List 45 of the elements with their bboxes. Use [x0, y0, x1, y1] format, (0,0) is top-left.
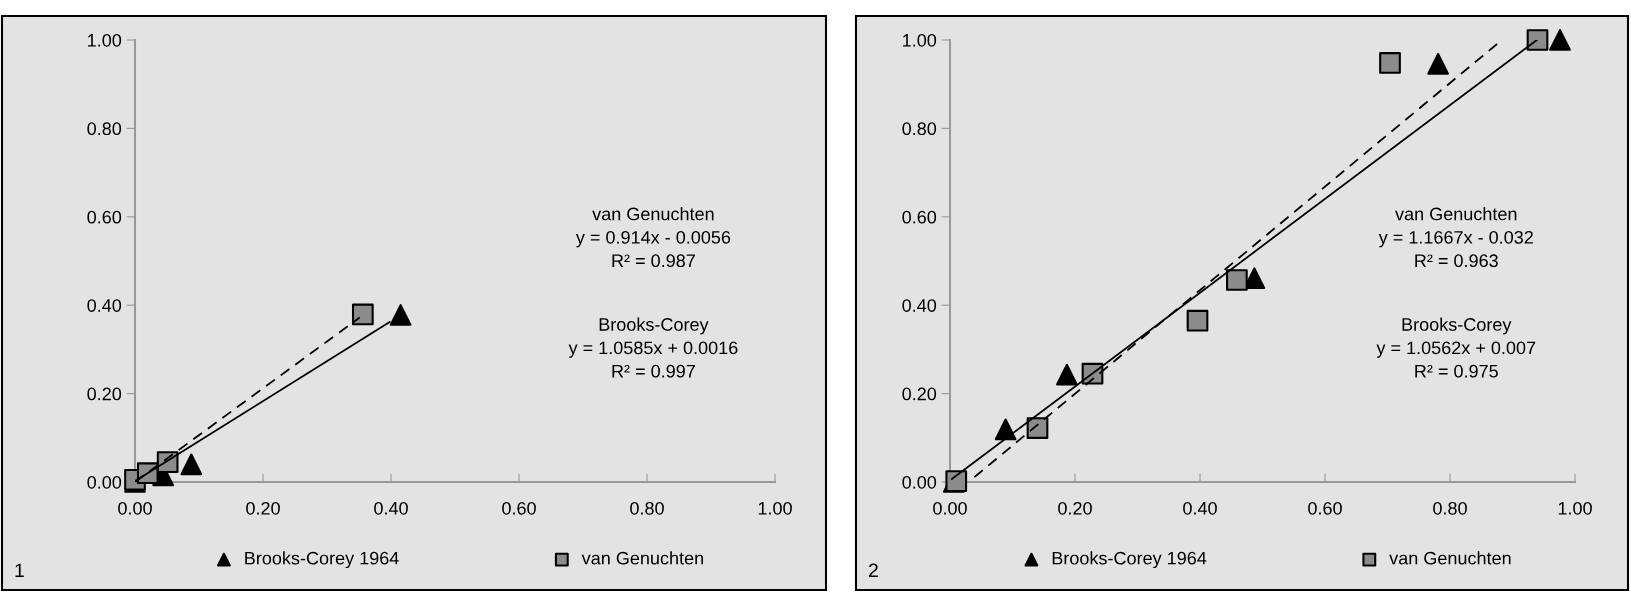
- x-tick-label: 0.00: [118, 501, 152, 515]
- x-tick-label: 1.00: [758, 501, 792, 515]
- point: [994, 418, 1017, 441]
- x-tick-label: 0.00: [933, 501, 967, 515]
- y-tick-label: 0.40: [902, 299, 937, 312]
- annotation: Brooks-Corey y = 1.0562x + 0.007 R² = 0.975: [1376, 317, 1536, 378]
- text: 1: [15, 563, 24, 578]
- y-tick-label: 0.80: [87, 122, 122, 136]
- y-tick-label: 1.00: [88, 33, 122, 47]
- point: [351, 303, 374, 326]
- x-tick-label: 0.80: [630, 501, 664, 515]
- y-tick-label: 0.60: [902, 210, 937, 224]
- legend-label: Brooks-Corey 1964: [1052, 551, 1207, 569]
- point: [1526, 29, 1549, 51]
- x-tick-label: 0.60: [502, 501, 536, 515]
- x-tick-label: 0.60: [1308, 501, 1342, 515]
- legend-label: Brooks-Corey 1964: [245, 551, 399, 569]
- point: [1186, 309, 1209, 332]
- point: [180, 453, 203, 476]
- x-tick-label: 1.00: [1558, 501, 1592, 515]
- x-tick-label: 0.20: [246, 501, 280, 515]
- y-tick-label: 0.60: [87, 210, 122, 224]
- point: [1427, 53, 1449, 75]
- point: [1226, 269, 1248, 291]
- point: [1379, 52, 1401, 74]
- y-tick-label: 1.00: [903, 33, 937, 47]
- annotation: van Genuchten y = 1.1667x - 0.032 R² = 0.963: [1378, 207, 1533, 268]
- y-tick-label: 0.00: [902, 475, 937, 489]
- legend-label: van Genuchten: [581, 551, 703, 565]
- point: [389, 304, 412, 326]
- point: [1549, 29, 1571, 51]
- y-tick-label: 0.80: [902, 122, 937, 136]
- legend-label: van Genuchten: [1389, 551, 1511, 565]
- text: 2: [868, 563, 878, 578]
- annotation: van Genuchten y = 0.914x - 0.0056 R² = 0.987: [575, 207, 731, 268]
- x-tick-label: 0.40: [374, 501, 408, 515]
- y-tick-label: 0.20: [87, 387, 122, 401]
- y-tick-label: 0.20: [902, 387, 937, 401]
- annotation: Brooks-Corey y = 1.0585x + 0.0016 R² = 0.997: [568, 317, 738, 378]
- y-tick-label: 0.40: [87, 299, 122, 312]
- x-tick-label: 0.80: [1433, 501, 1467, 515]
- point: [1056, 363, 1078, 386]
- x-tick-label: 0.40: [1183, 501, 1217, 515]
- y-tick-label: 0.00: [87, 475, 122, 489]
- x-tick-label: 0.20: [1058, 501, 1092, 515]
